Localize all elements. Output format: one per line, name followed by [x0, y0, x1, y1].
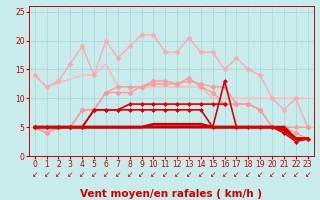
Text: ↙: ↙ [44, 170, 50, 179]
X-axis label: Vent moyen/en rafales ( km/h ): Vent moyen/en rafales ( km/h ) [80, 189, 262, 199]
Text: ↙: ↙ [292, 170, 299, 179]
Text: ↙: ↙ [150, 170, 156, 179]
Text: ↙: ↙ [138, 170, 145, 179]
Text: ↙: ↙ [103, 170, 109, 179]
Text: ↙: ↙ [126, 170, 133, 179]
Text: ↙: ↙ [221, 170, 228, 179]
Text: ↙: ↙ [91, 170, 97, 179]
Text: ↙: ↙ [233, 170, 240, 179]
Text: ↙: ↙ [210, 170, 216, 179]
Text: ↙: ↙ [304, 170, 311, 179]
Text: ↙: ↙ [162, 170, 168, 179]
Text: ↙: ↙ [67, 170, 74, 179]
Text: ↙: ↙ [32, 170, 38, 179]
Text: ↙: ↙ [55, 170, 62, 179]
Text: ↙: ↙ [245, 170, 252, 179]
Text: ↙: ↙ [269, 170, 275, 179]
Text: ↙: ↙ [281, 170, 287, 179]
Text: ↙: ↙ [186, 170, 192, 179]
Text: ↙: ↙ [257, 170, 263, 179]
Text: ↙: ↙ [174, 170, 180, 179]
Text: ↙: ↙ [79, 170, 85, 179]
Text: ↙: ↙ [198, 170, 204, 179]
Text: ↙: ↙ [115, 170, 121, 179]
